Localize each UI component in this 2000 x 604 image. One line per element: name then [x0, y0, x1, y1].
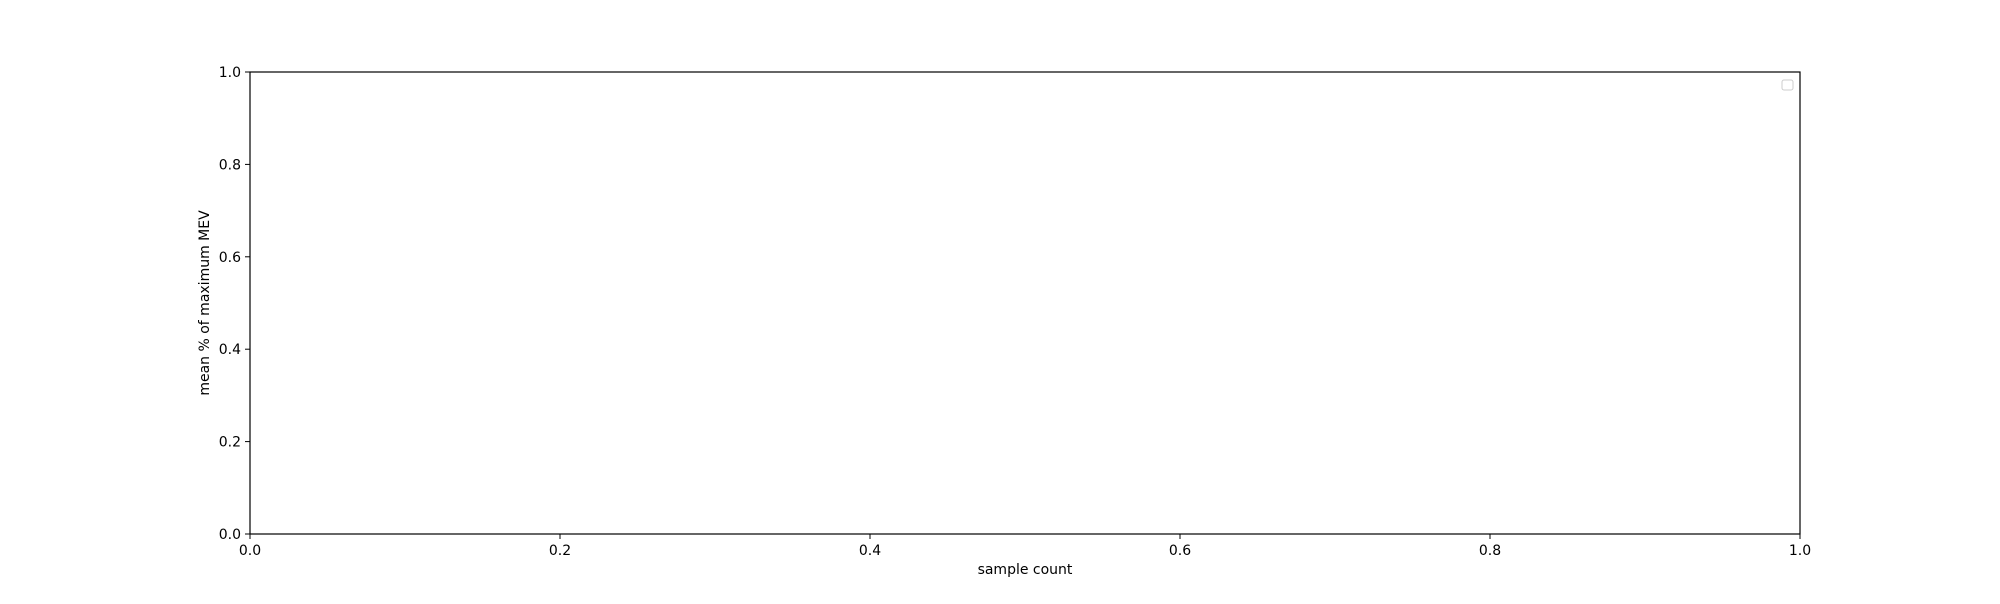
x-tick-label: 1.0: [1789, 543, 1811, 559]
axes-frame: [249, 71, 1801, 535]
x-tick-label: 0.6: [1169, 543, 1191, 559]
y-tick-label: 0.4: [219, 342, 241, 358]
y-axis-label: mean % of maximum MEV: [197, 210, 213, 396]
x-tick-label: 0.2: [549, 543, 571, 559]
y-tick-label: 0.6: [219, 250, 241, 266]
x-axis-label: sample count: [978, 562, 1073, 578]
legend-box: [1781, 79, 1794, 91]
x-tick-label: 0.0: [239, 543, 261, 559]
x-axis-ticks: 0.0 0.2 0.4 0.6 0.8 1.0: [239, 534, 1811, 559]
y-tick-label: 0.0: [219, 527, 241, 543]
plot-area: 0.0 0.2 0.4 0.6 0.8 1.0 0.0 0.2 0.4 0.6 0.8 1.0: [219, 65, 1811, 559]
y-tick-label: 1.0: [219, 65, 241, 81]
y-axis-ticks: 0.0 0.2 0.4 0.6 0.8 1.0: [219, 65, 250, 543]
x-tick-label: 0.4: [859, 543, 881, 559]
y-tick-label: 0.2: [219, 435, 241, 451]
x-tick-label: 0.8: [1479, 543, 1501, 559]
y-tick-label: 0.8: [219, 157, 241, 173]
